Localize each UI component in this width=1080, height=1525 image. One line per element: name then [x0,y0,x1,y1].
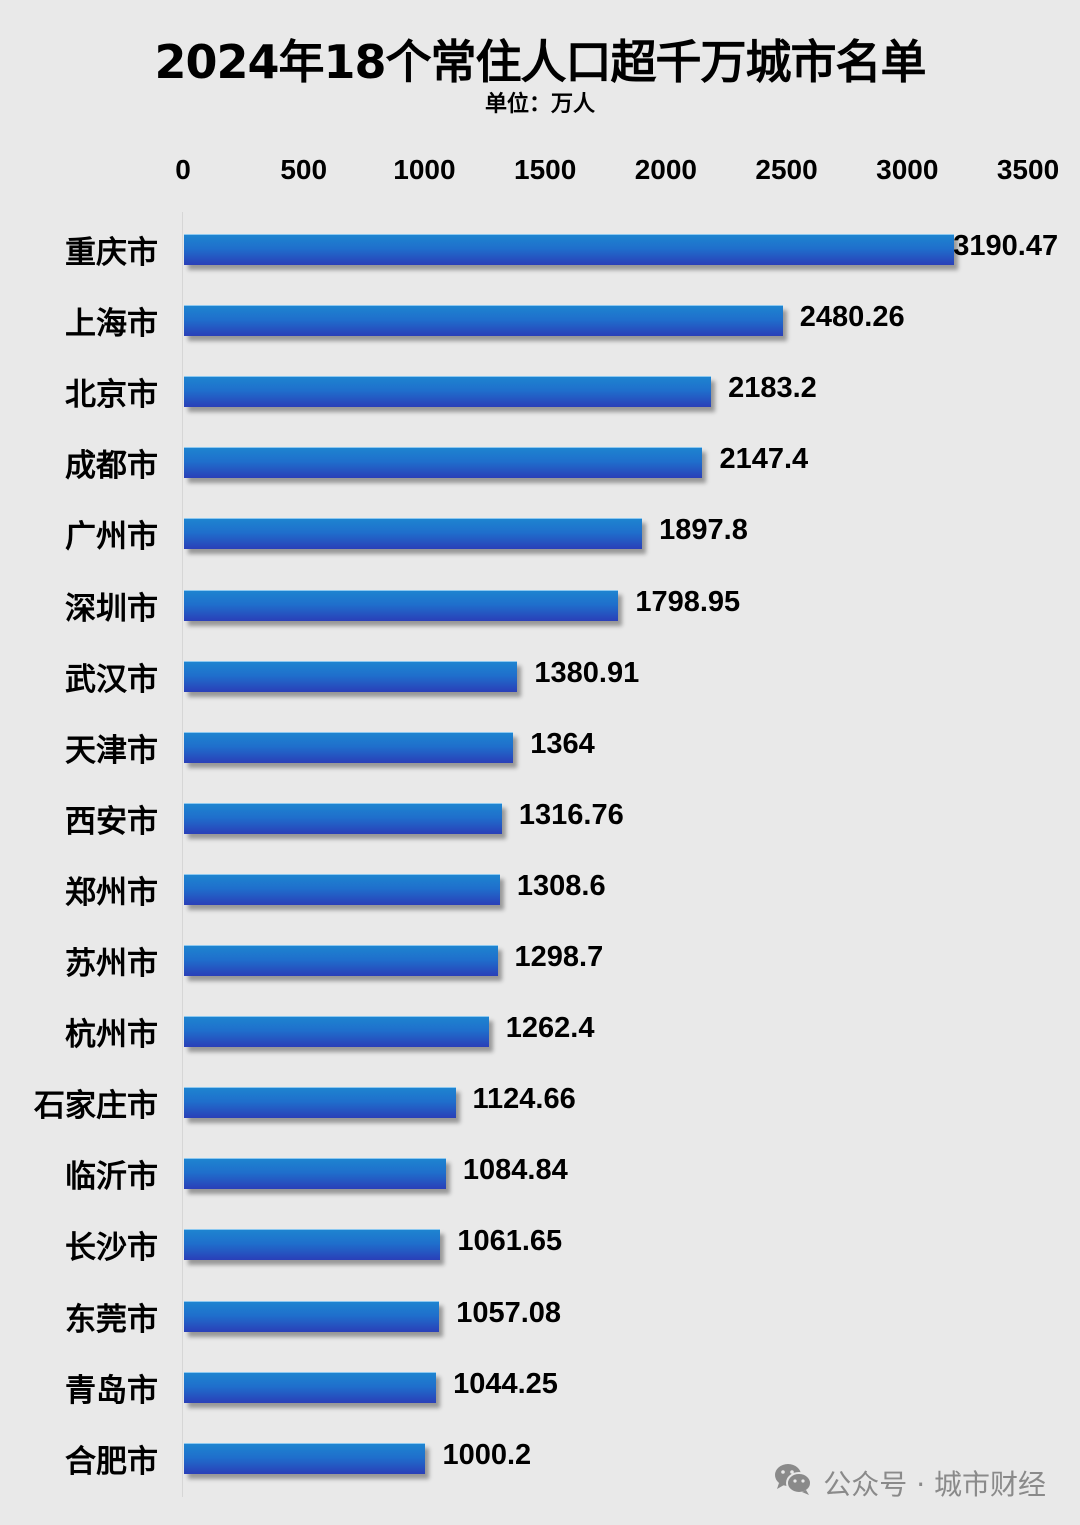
value-label: 1364 [530,727,595,760]
x-tick-label: 1500 [513,154,577,185]
bar-row: 长沙市 1061.65 [0,1212,1080,1272]
value-label: 1308.6 [516,869,606,902]
value-label: 1298.7 [514,941,604,973]
category-label: 杭州市 [65,1017,158,1054]
bar-row: 武汉市 1380.91 [0,644,1080,704]
bar-row: 临沂市 1084.84 [0,1141,1080,1201]
bar [184,660,518,692]
value-label: 2147.4 [719,443,809,476]
category-label: 深圳市 [65,590,158,627]
value-label: 1084.84 [462,1154,568,1187]
bar [184,873,500,905]
category-label: 合肥市 [65,1443,158,1480]
bar [184,447,703,479]
value-label: 1124.66 [472,1083,576,1116]
chart-title: 2024年18个常住人口超千万城市名单 [154,35,926,89]
bar-row: 西安市 1316.76 [0,786,1080,846]
bar-row: 青岛市 1044.25 [0,1355,1080,1415]
value-label: 1061.65 [457,1225,563,1258]
category-label: 郑州市 [65,874,158,911]
bar [184,1300,440,1332]
bar-row: 北京市 2183.2 [0,359,1080,419]
category-label: 苏州市 [65,946,158,982]
bar-row: 天津市 1364 [0,715,1080,775]
bar [184,1087,456,1119]
bar-row: 石家庄市 1124.66 [0,1070,1080,1130]
value-label: 2183.2 [728,372,817,405]
chart-subtitle: 单位：万人 [484,92,595,117]
category-label: 武汉市 [65,661,158,698]
bar-row: 杭州市 1262.4 [0,999,1080,1059]
bar-row: 东莞市 1057.08 [0,1284,1080,1344]
x-tick-label: 3000 [876,154,939,185]
bar [184,234,955,265]
bar-row: 苏州市 1298.7 [0,928,1080,988]
bar-row: 广州市 1897.8 [0,501,1080,561]
bar [184,1442,426,1474]
value-label: 1380.91 [534,656,640,689]
value-label: 2480.26 [799,301,905,334]
bar [184,1371,437,1403]
wechat-icon [773,1462,813,1503]
category-label: 东莞市 [65,1301,158,1338]
watermark-text: 公众号 · 城市财经 [823,1467,1046,1501]
category-label: 临沂市 [65,1159,158,1196]
value-label: 1057.08 [456,1296,562,1329]
value-label: 3190.47 [953,230,1059,262]
value-label: 1798.95 [635,585,741,618]
value-label: 1262.4 [505,1012,595,1045]
x-tick-label: 500 [280,154,328,185]
bar [184,731,514,763]
value-label: 1897.8 [659,514,748,547]
bar-row: 深圳市 1798.95 [0,573,1080,633]
bar [184,376,712,408]
category-label: 天津市 [65,732,158,769]
bar [184,1158,446,1190]
bar [184,305,783,337]
bar-row: 郑州市 1308.6 [0,857,1080,917]
category-label: 广州市 [65,519,158,556]
x-tick-label: 2000 [634,154,697,185]
bar-row: 上海市 2480.26 [0,288,1080,348]
bar-row: 重庆市 3190.47 [0,217,1080,277]
x-tick-label: 0 [175,154,191,185]
category-label: 重庆市 [65,235,158,271]
watermark: 公众号 · 城市财经 [773,1462,1046,1503]
value-label: 1000.2 [442,1438,532,1471]
bar [184,518,643,550]
x-tick-label: 1000 [393,154,456,185]
value-label: 1044.25 [453,1367,558,1400]
bar [184,802,502,834]
category-label: 上海市 [65,306,158,343]
y-axis-line [182,212,183,1497]
bar [184,1229,441,1261]
category-label: 石家庄市 [34,1088,158,1125]
x-tick-label: 2500 [755,154,818,185]
bar-row: 成都市 2147.4 [0,430,1080,490]
category-label: 长沙市 [65,1230,158,1267]
bar-row: 合肥市 1000.2 [0,1426,1080,1486]
bar [184,945,498,976]
bar [184,1016,489,1048]
category-label: 青岛市 [65,1372,158,1409]
category-label: 西安市 [65,803,158,840]
category-label: 北京市 [65,377,158,414]
x-tick-label: 3500 [996,154,1060,185]
category-label: 成都市 [65,448,158,485]
bar [184,589,619,621]
value-label: 1316.76 [518,798,624,831]
